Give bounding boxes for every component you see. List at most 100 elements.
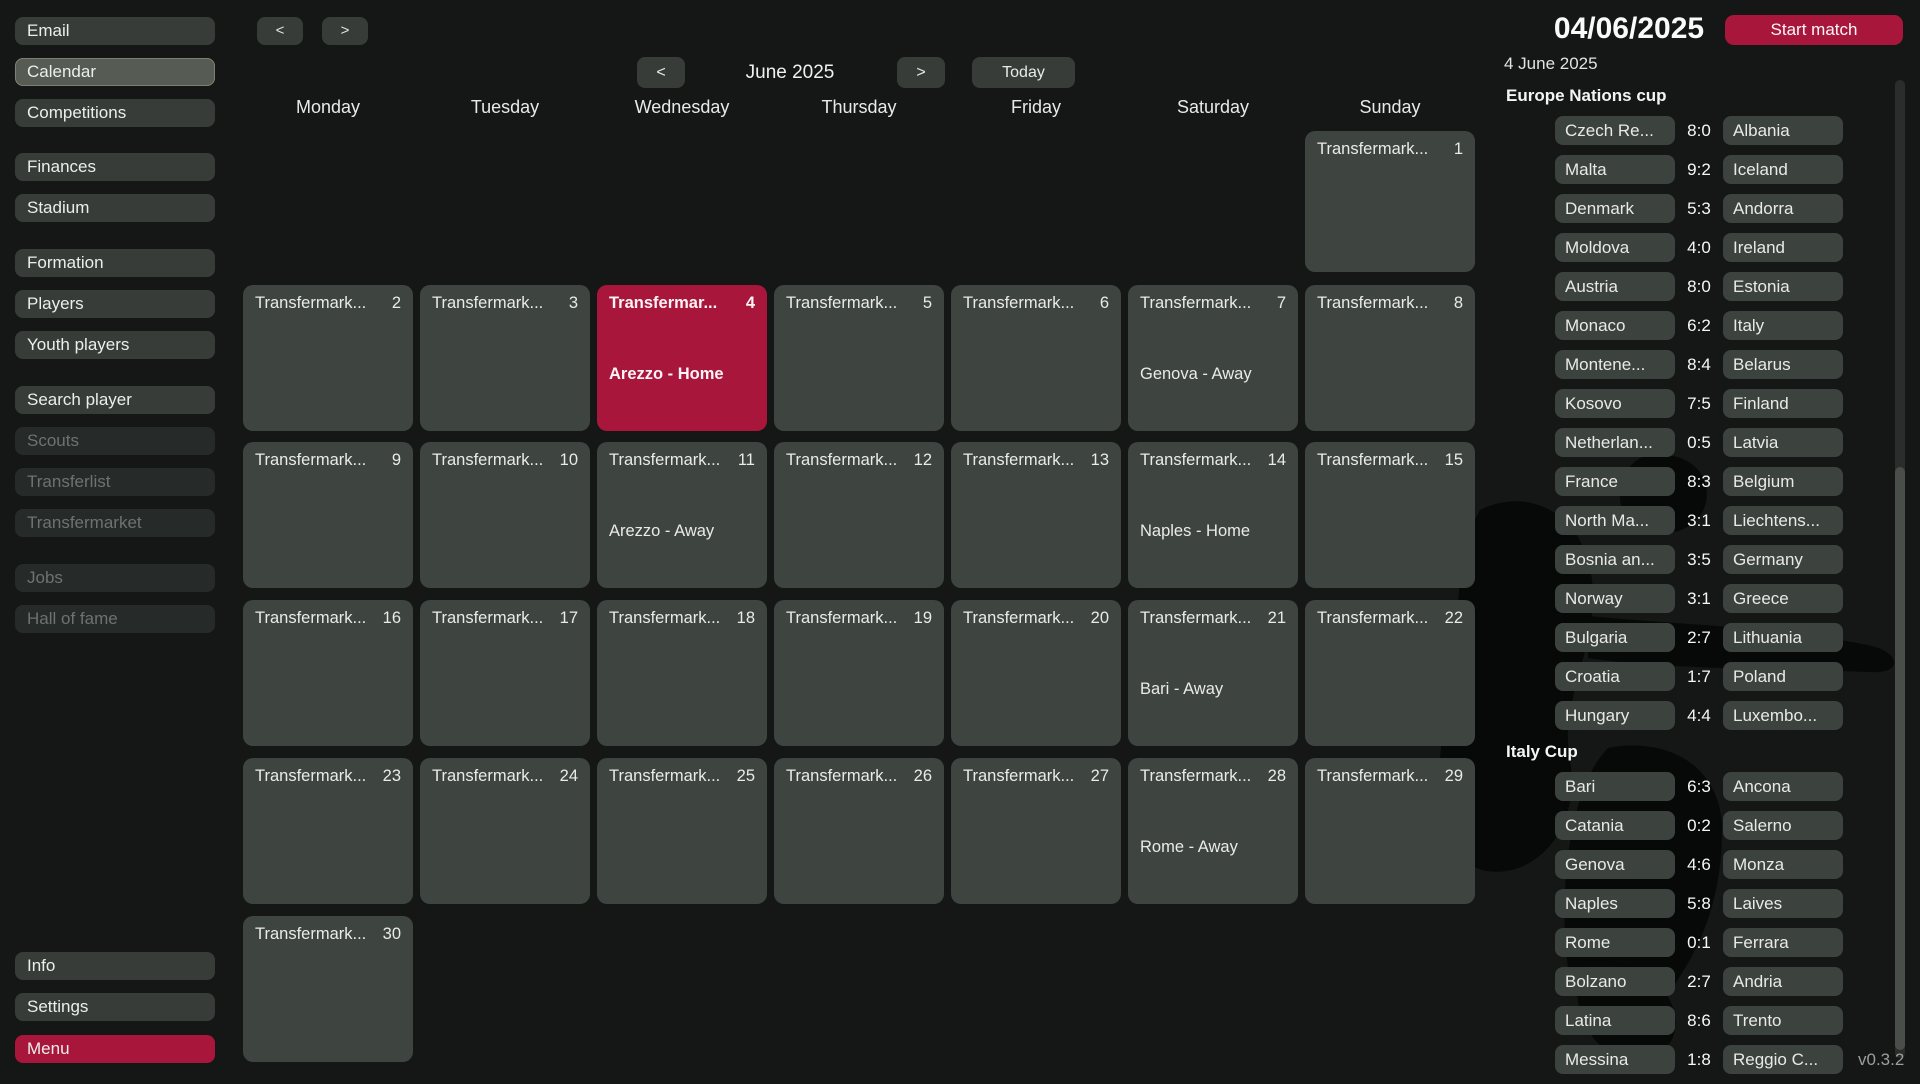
away-team-button[interactable]: Trento: [1723, 1006, 1843, 1035]
calendar-day-29[interactable]: Transfermark... 29: [1305, 758, 1475, 904]
start-match-button[interactable]: Start match: [1725, 15, 1903, 45]
calendar-day-3[interactable]: Transfermark... 3: [420, 285, 590, 431]
sidebar-item-stadium[interactable]: Stadium: [15, 194, 215, 222]
home-team-button[interactable]: Bari: [1555, 772, 1675, 801]
away-team-button[interactable]: Estonia: [1723, 272, 1843, 301]
home-team-button[interactable]: Montene...: [1555, 350, 1675, 379]
sidebar-item-players[interactable]: Players: [15, 290, 215, 318]
prev-day-button[interactable]: <: [257, 17, 303, 45]
calendar-day-9[interactable]: Transfermark... 9: [243, 442, 413, 588]
calendar-day-8[interactable]: Transfermark... 8: [1305, 285, 1475, 431]
calendar-day-28[interactable]: Transfermark... 28 Rome - Away: [1128, 758, 1298, 904]
calendar-day-13[interactable]: Transfermark... 13: [951, 442, 1121, 588]
home-team-button[interactable]: Latina: [1555, 1006, 1675, 1035]
away-team-button[interactable]: Finland: [1723, 389, 1843, 418]
home-team-button[interactable]: North Ma...: [1555, 506, 1675, 535]
away-team-button[interactable]: Reggio C...: [1723, 1045, 1843, 1074]
calendar-day-26[interactable]: Transfermark... 26: [774, 758, 944, 904]
away-team-button[interactable]: Monza: [1723, 850, 1843, 879]
away-team-button[interactable]: Ancona: [1723, 772, 1843, 801]
calendar-day-15[interactable]: Transfermark... 15: [1305, 442, 1475, 588]
sidebar-item-search-player[interactable]: Search player: [15, 386, 215, 414]
away-team-button[interactable]: Lithuania: [1723, 623, 1843, 652]
calendar-day-12[interactable]: Transfermark... 12: [774, 442, 944, 588]
calendar-day-18[interactable]: Transfermark... 18: [597, 600, 767, 746]
away-team-button[interactable]: Salerno: [1723, 811, 1843, 840]
home-team-button[interactable]: Netherlan...: [1555, 428, 1675, 457]
calendar-day-11[interactable]: Transfermark... 11 Arezzo - Away: [597, 442, 767, 588]
next-day-button[interactable]: >: [322, 17, 368, 45]
away-team-button[interactable]: Latvia: [1723, 428, 1843, 457]
calendar-day-7[interactable]: Transfermark... 7 Genova - Away: [1128, 285, 1298, 431]
home-team-button[interactable]: Naples: [1555, 889, 1675, 918]
home-team-button[interactable]: Catania: [1555, 811, 1675, 840]
home-team-button[interactable]: Genova: [1555, 850, 1675, 879]
sidebar-item-info[interactable]: Info: [15, 952, 215, 980]
home-team-button[interactable]: Norway: [1555, 584, 1675, 613]
calendar-day-30[interactable]: Transfermark... 30: [243, 916, 413, 1062]
away-team-button[interactable]: Belgium: [1723, 467, 1843, 496]
today-button[interactable]: Today: [972, 57, 1075, 88]
home-team-button[interactable]: Hungary: [1555, 701, 1675, 730]
scrollbar-track[interactable]: [1895, 80, 1905, 1058]
home-team-button[interactable]: Bosnia an...: [1555, 545, 1675, 574]
calendar-day-19[interactable]: Transfermark... 19: [774, 600, 944, 746]
next-month-button[interactable]: >: [897, 57, 945, 88]
home-team-button[interactable]: Austria: [1555, 272, 1675, 301]
home-team-button[interactable]: Rome: [1555, 928, 1675, 957]
day-match-label: Bari - Away: [1140, 680, 1224, 698]
away-team-button[interactable]: Ferrara: [1723, 928, 1843, 957]
home-team-button[interactable]: Monaco: [1555, 311, 1675, 340]
home-team-button[interactable]: Kosovo: [1555, 389, 1675, 418]
away-team-button[interactable]: Germany: [1723, 545, 1843, 574]
away-team-button[interactable]: Andorra: [1723, 194, 1843, 223]
sidebar-item-formation[interactable]: Formation: [15, 249, 215, 277]
calendar-day-2[interactable]: Transfermark... 2: [243, 285, 413, 431]
calendar-day-27[interactable]: Transfermark... 27: [951, 758, 1121, 904]
calendar-day-16[interactable]: Transfermark... 16: [243, 600, 413, 746]
calendar-day-23[interactable]: Transfermark... 23: [243, 758, 413, 904]
calendar-day-17[interactable]: Transfermark... 17: [420, 600, 590, 746]
home-team-button[interactable]: Malta: [1555, 155, 1675, 184]
scrollbar-thumb[interactable]: [1895, 467, 1905, 1050]
away-team-button[interactable]: Belarus: [1723, 350, 1843, 379]
away-team-button[interactable]: Italy: [1723, 311, 1843, 340]
away-team-button[interactable]: Liechtens...: [1723, 506, 1843, 535]
away-team-button[interactable]: Andria: [1723, 967, 1843, 996]
away-team-button[interactable]: Greece: [1723, 584, 1843, 613]
calendar-day-25[interactable]: Transfermark... 25: [597, 758, 767, 904]
calendar-day-6[interactable]: Transfermark... 6: [951, 285, 1121, 431]
prev-month-button[interactable]: <: [637, 57, 685, 88]
calendar-day-22[interactable]: Transfermark... 22: [1305, 600, 1475, 746]
calendar-day-21[interactable]: Transfermark... 21 Bari - Away: [1128, 600, 1298, 746]
home-team-button[interactable]: France: [1555, 467, 1675, 496]
sidebar-item-finances[interactable]: Finances: [15, 153, 215, 181]
sidebar-item-calendar[interactable]: Calendar: [15, 58, 215, 86]
sidebar-item-email[interactable]: Email: [15, 17, 215, 45]
sidebar-item-youth-players[interactable]: Youth players: [15, 331, 215, 359]
sidebar-item-competitions[interactable]: Competitions: [15, 99, 215, 127]
calendar-day-10[interactable]: Transfermark... 10: [420, 442, 590, 588]
away-team-button[interactable]: Albania: [1723, 116, 1843, 145]
away-team-button[interactable]: Iceland: [1723, 155, 1843, 184]
calendar-day-20[interactable]: Transfermark... 20: [951, 600, 1121, 746]
home-team-button[interactable]: Bulgaria: [1555, 623, 1675, 652]
sidebar-item-settings[interactable]: Settings: [15, 993, 215, 1021]
home-team-button[interactable]: Messina: [1555, 1045, 1675, 1074]
calendar-day-4[interactable]: Transfermar... 4 Arezzo - Home: [597, 285, 767, 431]
calendar-day-14[interactable]: Transfermark... 14 Naples - Home: [1128, 442, 1298, 588]
home-team-button[interactable]: Bolzano: [1555, 967, 1675, 996]
away-team-button[interactable]: Poland: [1723, 662, 1843, 691]
home-team-button[interactable]: Moldova: [1555, 233, 1675, 262]
away-team-button[interactable]: Laives: [1723, 889, 1843, 918]
home-team-button[interactable]: Croatia: [1555, 662, 1675, 691]
sidebar-item-menu[interactable]: Menu: [15, 1035, 215, 1063]
calendar-day-24[interactable]: Transfermark... 24: [420, 758, 590, 904]
day-number: 24: [559, 767, 578, 785]
home-team-button[interactable]: Denmark: [1555, 194, 1675, 223]
home-team-button[interactable]: Czech Re...: [1555, 116, 1675, 145]
calendar-day-1[interactable]: Transfermark... 1: [1305, 131, 1475, 272]
away-team-button[interactable]: Luxembo...: [1723, 701, 1843, 730]
calendar-day-5[interactable]: Transfermark... 5: [774, 285, 944, 431]
away-team-button[interactable]: Ireland: [1723, 233, 1843, 262]
